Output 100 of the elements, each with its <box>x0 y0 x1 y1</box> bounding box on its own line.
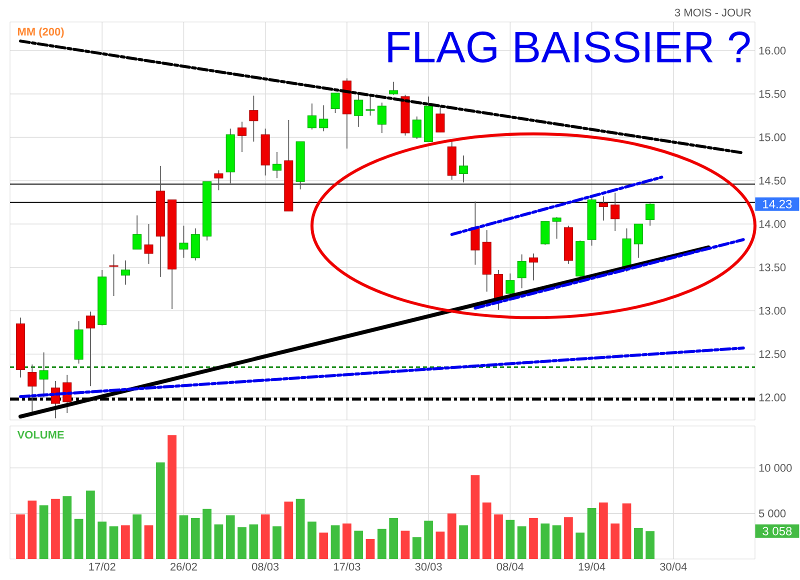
candlestick <box>610 192 620 232</box>
x-tick-label: 08/03 <box>252 562 279 571</box>
bar <box>447 513 456 559</box>
bar <box>529 518 538 559</box>
candlestick <box>598 196 608 222</box>
y-tick-label: 15.50 <box>759 90 786 98</box>
bar <box>284 502 294 559</box>
bar <box>412 537 422 559</box>
candlestick <box>377 102 386 134</box>
bar <box>494 514 503 559</box>
candlestick <box>646 202 655 226</box>
bar <box>482 502 492 559</box>
bar <box>86 490 95 559</box>
candlestick <box>39 352 48 398</box>
candlestick <box>190 228 200 261</box>
bar <box>214 524 224 559</box>
bar <box>564 517 573 559</box>
bar <box>16 514 25 559</box>
bar <box>540 523 550 559</box>
annotation: 3 058 <box>762 526 792 536</box>
chart-subtitle: 3 MOIS - JOUR <box>674 8 751 16</box>
y-tick-label: 13.50 <box>759 263 786 272</box>
x-tick-label: 19/04 <box>578 562 606 571</box>
bar <box>226 515 235 559</box>
bar <box>517 526 526 559</box>
y-tick-label: 5 000 <box>758 510 786 518</box>
x-tick-label: 30/03 <box>415 562 442 571</box>
bar <box>98 522 107 559</box>
bar <box>389 518 398 559</box>
bar <box>308 522 316 559</box>
candlestick <box>120 260 130 286</box>
bar <box>62 496 72 559</box>
y-tick-label: 12.00 <box>759 394 786 402</box>
x-tick-label: 30/04 <box>660 562 687 571</box>
candlestick <box>144 224 154 264</box>
x-tick-label: 17/03 <box>334 562 360 571</box>
candlestick <box>470 201 480 266</box>
x-tick-label: 08/04 <box>496 562 524 571</box>
bar <box>144 525 154 559</box>
candlestick <box>366 94 375 116</box>
bar <box>249 524 258 559</box>
candlestick <box>354 94 364 128</box>
bar <box>424 520 433 559</box>
bar <box>190 518 200 559</box>
candlestick <box>517 254 526 289</box>
candlestick <box>238 121 247 153</box>
bar <box>552 525 562 559</box>
chart-title: VOLUME <box>17 430 64 439</box>
candlestick <box>330 92 340 114</box>
y-tick-label: 16.00 <box>759 46 786 55</box>
bar <box>179 515 188 559</box>
candlestick <box>540 220 550 246</box>
bar <box>109 526 118 559</box>
bar <box>202 508 212 559</box>
bar <box>168 435 176 559</box>
bar <box>354 530 364 559</box>
bar <box>587 508 596 559</box>
bar <box>132 514 142 559</box>
bar <box>74 518 84 559</box>
bar <box>610 523 620 559</box>
y-tick-label: 15.00 <box>759 133 786 142</box>
candlestick <box>389 81 398 96</box>
y-tick-label: 12.50 <box>759 350 786 358</box>
candlestick <box>436 106 445 133</box>
bar <box>634 528 643 559</box>
candlestick <box>214 170 224 191</box>
bar <box>506 520 515 559</box>
bar <box>121 525 130 559</box>
candlestick <box>249 95 258 142</box>
candlestick <box>272 152 282 179</box>
annotation: MM (200) <box>18 28 64 38</box>
bar <box>260 514 270 559</box>
y-tick-label: 10 000 <box>759 464 792 472</box>
bar <box>296 498 305 559</box>
candlestick <box>552 216 562 240</box>
bar <box>342 523 352 559</box>
annotation: 14.23 <box>763 200 792 208</box>
bar <box>330 525 340 559</box>
bar <box>319 532 328 559</box>
candlestick <box>634 224 643 258</box>
x-tick-label: 17/02 <box>89 562 116 571</box>
candlestick <box>28 364 37 414</box>
candlestick <box>86 311 95 387</box>
candlestick <box>528 253 538 281</box>
x-tick-label: 26/02 <box>170 562 197 571</box>
bar <box>599 502 608 559</box>
bar <box>272 526 282 559</box>
bar <box>156 462 165 559</box>
bar <box>28 500 37 559</box>
bar <box>39 505 48 559</box>
bar <box>51 498 60 559</box>
candlestick <box>307 103 316 130</box>
bar <box>576 532 585 559</box>
bar <box>646 531 654 559</box>
y-tick-label: 14.50 <box>759 176 786 185</box>
bar <box>377 528 386 559</box>
y-tick-label: 14.00 <box>759 220 786 228</box>
bar <box>459 525 468 559</box>
candlestick <box>109 254 118 296</box>
bar <box>366 538 375 559</box>
